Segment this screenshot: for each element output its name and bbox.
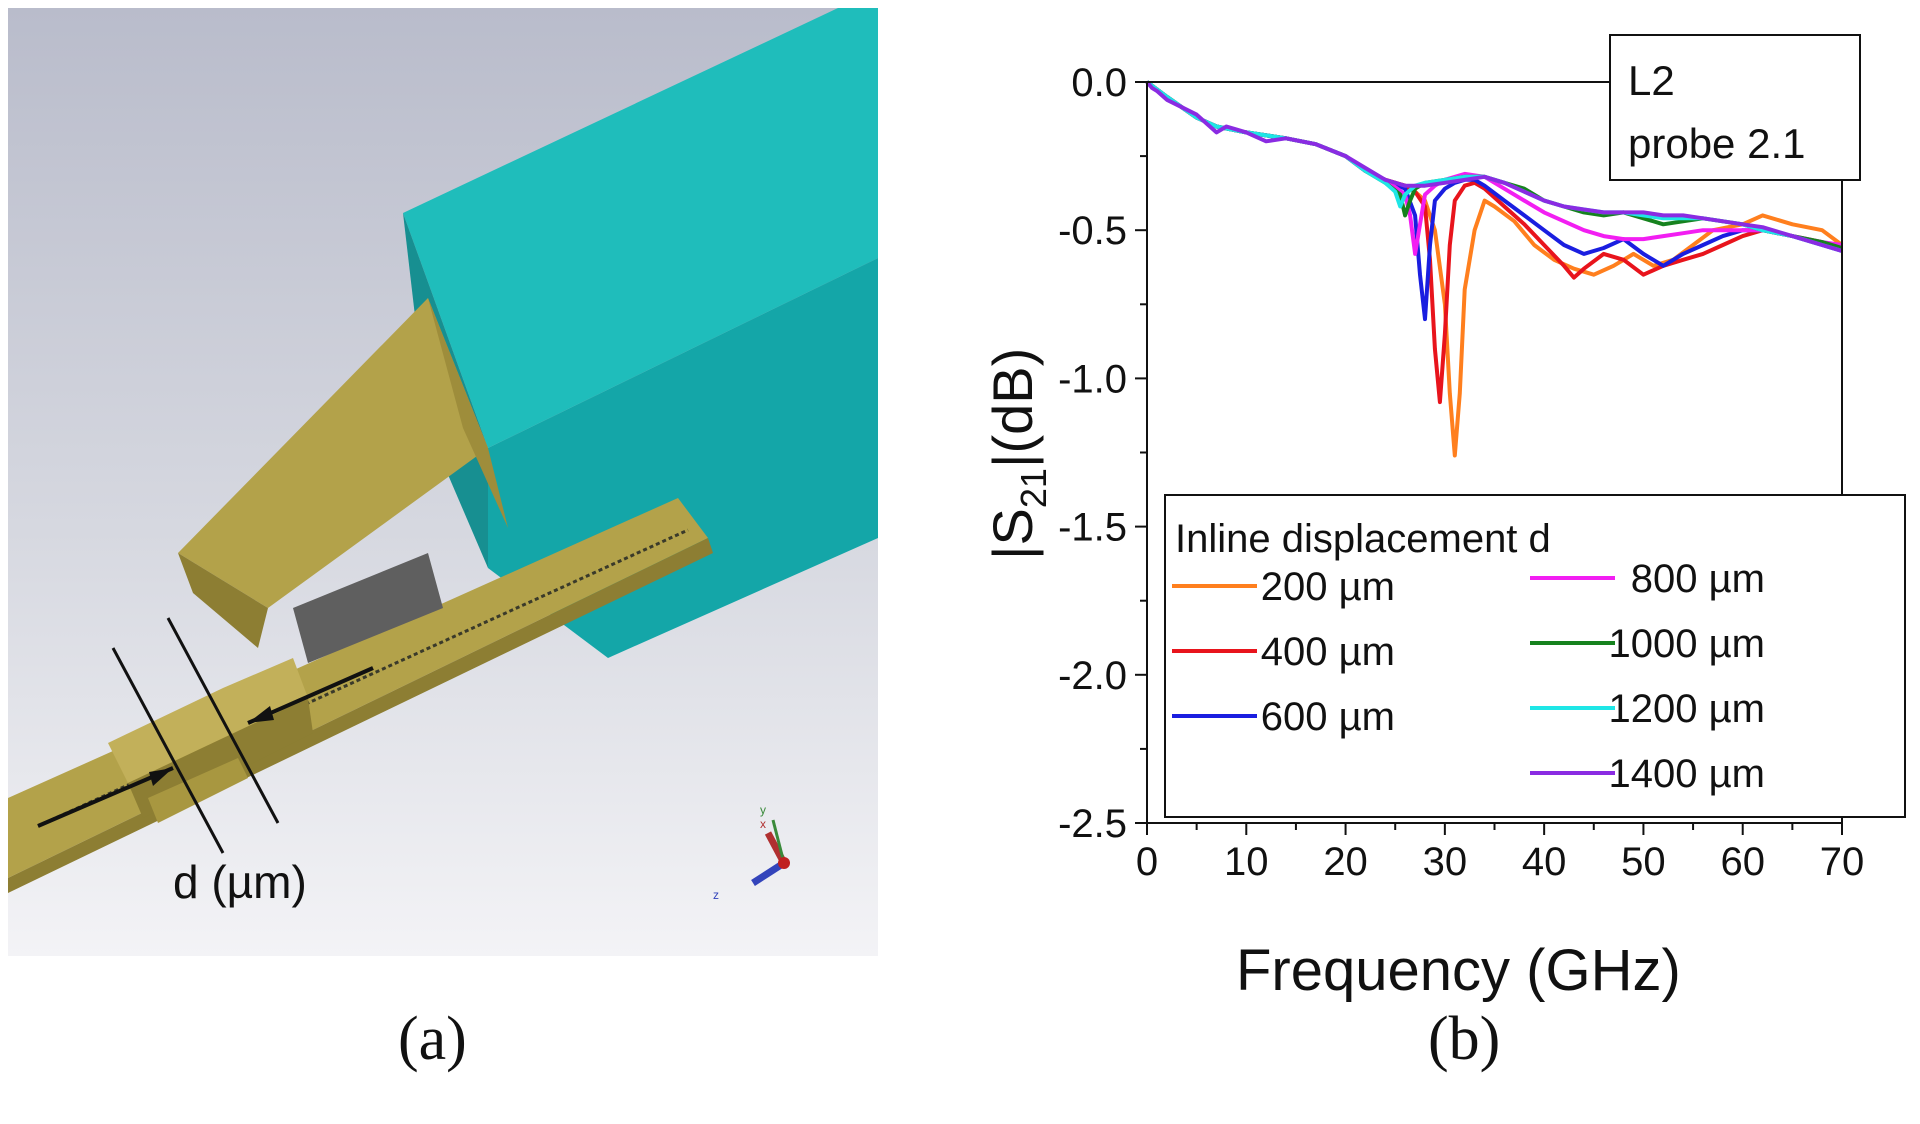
annotation-box — [1609, 34, 1861, 181]
axis-triad: y x z — [713, 803, 790, 902]
legend-label: 1400 µm — [1609, 752, 1765, 796]
probe-3d-drawing: d (µm) y x z — [8, 8, 878, 956]
x-tick-label: 40 — [1522, 840, 1567, 884]
s21-chart: 0.0-0.5-1.0-1.5-2.0-2.5 0 10 20 30 40 50 60 70 … — [981, 34, 1906, 1003]
axis-y-label: y — [760, 803, 766, 817]
axis-x-label: x — [760, 817, 766, 831]
y-axis-label-unit: |(dB) — [981, 348, 1044, 468]
y-tick-labels: 0.0 -0.5 -1.0 -1.5 -2.0 -2.5 — [1058, 61, 1127, 846]
y-tick-label: 0.0 — [1071, 61, 1127, 105]
displacement-line-left — [111, 647, 225, 854]
y-tick-label: -1.0 — [1058, 357, 1127, 401]
y-axis-label: |S21|(dB) — [981, 348, 1054, 560]
displacement-line-right — [166, 617, 280, 824]
x-tick-labels: 0 10 20 30 40 50 60 70 — [1136, 840, 1864, 884]
x-tick-label: 50 — [1621, 840, 1666, 884]
axis-ticks — [1135, 81, 1843, 835]
legend-label: 600 µm — [1261, 695, 1395, 739]
y-tick-label: -2.0 — [1058, 654, 1127, 698]
tapered-conductor — [178, 298, 508, 648]
x-tick-label: 10 — [1224, 840, 1269, 884]
x-tick-label: 0 — [1136, 840, 1158, 884]
legend-title: Inline displacement d — [1175, 517, 1551, 561]
legend-entries: 200 µm 400 µm 600 µm 800 µm 1000 µm 1200 µm 14… — [1172, 557, 1765, 796]
caption-a: (a) — [398, 1005, 467, 1073]
legend-label: 1000 µm — [1609, 622, 1765, 666]
y-tick-label: -1.5 — [1058, 506, 1127, 550]
series-lines — [1145, 80, 1844, 458]
x-tick-label: 30 — [1423, 840, 1468, 884]
y-tick-label: -2.5 — [1058, 802, 1127, 846]
s21-chart-panel: 0.0 -0.5 -1.0 -1.5 -2.0 -2.5 0 10 20 30 40 50 60 70 … — [960, 0, 1920, 1119]
legend-box — [1164, 494, 1906, 818]
arrow-outgoing — [37, 766, 174, 828]
y-axis-label-subscript: 21 — [1013, 468, 1054, 508]
x-tick-label: 20 — [1323, 840, 1368, 884]
series-line-1400m — [1145, 80, 1843, 253]
legend-label: 1200 µm — [1609, 687, 1765, 731]
caption-b: (b) — [1428, 1005, 1501, 1073]
legend-label: 200 µm — [1261, 565, 1395, 609]
plot-frame — [1146, 81, 1843, 824]
probe-3d-model: d (µm) y x z — [8, 8, 878, 956]
x-tick-label: 70 — [1820, 840, 1865, 884]
axis-z-label: z — [713, 888, 719, 902]
x-tick-label: 60 — [1720, 840, 1765, 884]
annotation-line1: L2 — [1628, 57, 1675, 104]
y-tick-label: -0.5 — [1058, 209, 1127, 253]
dimension-label: d (µm) — [173, 856, 307, 908]
x-axis-label: Frequency (GHz) — [1236, 938, 1681, 1003]
legend-label: 800 µm — [1631, 557, 1765, 601]
connector-block — [108, 658, 313, 823]
annotation-line2: probe 2.1 — [1628, 120, 1805, 167]
substrate-block — [293, 553, 443, 663]
legend-label: 400 µm — [1261, 630, 1395, 674]
